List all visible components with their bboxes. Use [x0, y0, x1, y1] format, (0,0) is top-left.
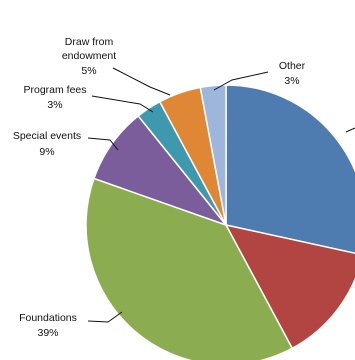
label-endowment: Draw from endowment 5% [62, 36, 116, 77]
label-program-fees: Program fees 3% [23, 84, 86, 111]
label-endowment-line2: endowment [62, 50, 116, 62]
leader-line-program-fees [91, 95, 154, 113]
label-endowment-value: 5% [81, 65, 96, 77]
label-special-events-name: Special events [13, 130, 81, 142]
label-program-fees-value: 3% [47, 99, 62, 111]
pie-slice-other [199, 84, 227, 226]
label-foundations: Foundations 39% [19, 312, 77, 339]
label-special-events-value: 9% [39, 146, 54, 158]
pie-slice-s1 [225, 84, 355, 255]
leader-line-s1 [345, 127, 355, 133]
label-special-events: Special events 9% [13, 130, 81, 158]
label-foundations-name: Foundations [19, 312, 77, 324]
leader-line-endowment [112, 67, 171, 96]
pie-slice-s2 [224, 223, 355, 350]
pie-slices [85, 84, 355, 360]
leader-line-special-events [87, 137, 119, 151]
label-other-name: Other [279, 60, 306, 72]
label-program-fees-name: Program fees [23, 84, 86, 96]
leader-line-other [213, 71, 269, 91]
label-other: Other 3% [279, 60, 306, 87]
label-foundations-value: 39% [37, 327, 58, 339]
leader-line-foundations [87, 311, 123, 323]
label-other-value: 3% [284, 75, 299, 87]
label-endowment-line1: Draw from [65, 36, 114, 48]
pie-slice-foundations [85, 177, 294, 360]
